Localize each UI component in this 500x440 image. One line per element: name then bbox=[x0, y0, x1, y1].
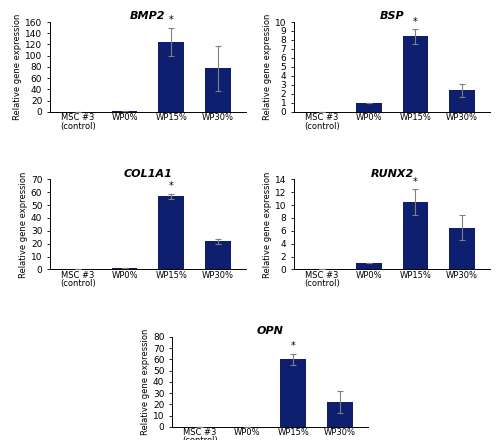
Bar bbox=[356, 263, 382, 269]
Bar bbox=[402, 202, 428, 269]
Title: OPN: OPN bbox=[256, 326, 283, 336]
Bar bbox=[158, 42, 184, 112]
Text: *: * bbox=[169, 181, 173, 191]
Y-axis label: Relative gene expression: Relative gene expression bbox=[14, 14, 22, 120]
Text: *: * bbox=[169, 15, 173, 26]
Title: BMP2: BMP2 bbox=[130, 11, 166, 21]
Bar bbox=[449, 227, 475, 269]
Title: RUNX2: RUNX2 bbox=[370, 169, 414, 179]
Bar bbox=[205, 68, 231, 112]
Title: BSP: BSP bbox=[380, 11, 404, 21]
Bar bbox=[402, 37, 428, 112]
Bar bbox=[356, 103, 382, 112]
Bar bbox=[112, 268, 138, 269]
Y-axis label: Relative gene expression: Relative gene expression bbox=[263, 14, 272, 120]
Bar bbox=[280, 359, 306, 427]
Title: COL1A1: COL1A1 bbox=[124, 169, 172, 179]
Bar bbox=[449, 90, 475, 112]
Text: *: * bbox=[413, 17, 418, 27]
Bar bbox=[205, 241, 231, 269]
Y-axis label: Relative gene expression: Relative gene expression bbox=[19, 171, 28, 278]
Bar bbox=[327, 402, 353, 427]
Bar bbox=[112, 111, 138, 112]
Bar bbox=[158, 196, 184, 269]
Text: *: * bbox=[291, 341, 296, 352]
Y-axis label: Relative gene expression: Relative gene expression bbox=[263, 171, 272, 278]
Text: *: * bbox=[413, 177, 418, 187]
Y-axis label: Relative gene expression: Relative gene expression bbox=[141, 329, 150, 435]
